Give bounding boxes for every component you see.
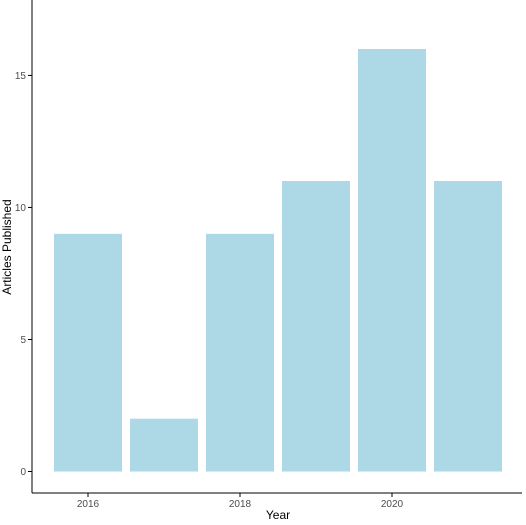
y-tick-label: 5	[20, 335, 26, 346]
x-axis-ticks: 2016 2018 2020	[77, 493, 404, 510]
bar-2020	[358, 49, 426, 472]
bar-2021	[434, 181, 502, 472]
x-tick-label: 2020	[381, 499, 404, 510]
x-tick-label: 2016	[77, 499, 100, 510]
bar-2018	[206, 233, 274, 472]
x-axis-title: Year	[266, 508, 290, 520]
x-tick-label: 2018	[229, 499, 252, 510]
y-tick-label: 10	[15, 203, 27, 214]
y-tick-label: 15	[15, 71, 27, 82]
bars-layer	[54, 49, 502, 472]
y-axis-ticks: 0 5 10 15	[15, 71, 32, 478]
bar-2019	[282, 181, 350, 472]
bar-2016	[54, 233, 122, 472]
bar-2017	[130, 418, 198, 472]
y-axis-title: Articles Published	[0, 199, 14, 294]
y-tick-label: 0	[20, 467, 26, 478]
